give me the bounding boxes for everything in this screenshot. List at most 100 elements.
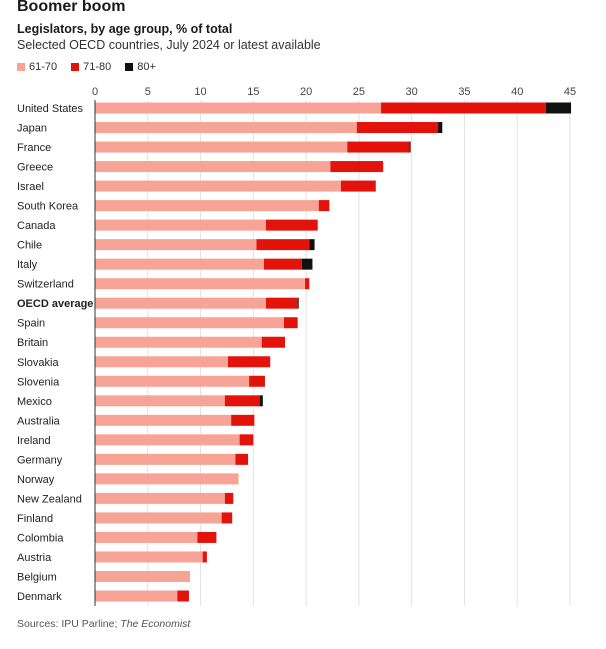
bar-80plus bbox=[409, 141, 411, 153]
category-label: Canada bbox=[17, 220, 56, 232]
category-label: Belgium bbox=[17, 571, 57, 583]
bar-61-70 bbox=[95, 453, 236, 465]
bar-61-70 bbox=[95, 395, 225, 407]
category-label: Japan bbox=[17, 123, 47, 135]
bar-71-80 bbox=[177, 590, 189, 602]
category-label: Finland bbox=[17, 513, 53, 525]
bar-61-70 bbox=[95, 434, 240, 446]
category-label: Slovakia bbox=[17, 357, 59, 369]
bar-61-70 bbox=[95, 141, 348, 153]
chart-subtitle-2: Selected OECD countries, July 2024 or la… bbox=[17, 38, 321, 52]
bar-71-80 bbox=[249, 375, 265, 387]
legend-label: 71-80 bbox=[83, 61, 112, 73]
category-label: Britain bbox=[17, 337, 48, 349]
legend: 61-70 71-80 80+ bbox=[17, 61, 156, 73]
category-label: United States bbox=[17, 103, 84, 115]
bar-71-80 bbox=[224, 395, 260, 407]
bar-61-70 bbox=[95, 414, 232, 426]
bar-71-80 bbox=[330, 161, 384, 173]
bar-61-70 bbox=[95, 180, 341, 192]
bar-61-70 bbox=[95, 239, 257, 251]
bar-61-70 bbox=[95, 492, 225, 504]
bar-61-70 bbox=[95, 161, 331, 173]
bar-61-70 bbox=[95, 570, 190, 582]
bar-61-70 bbox=[95, 102, 382, 114]
bar-71-80 bbox=[197, 531, 217, 543]
category-label: Ireland bbox=[17, 435, 51, 447]
category-label: Italy bbox=[17, 259, 38, 271]
x-tick-label: 25 bbox=[353, 86, 365, 98]
bar-61-70 bbox=[95, 278, 306, 290]
bar-71-80 bbox=[347, 141, 410, 153]
source-note: Sources: IPU Parline; The Economist bbox=[17, 618, 190, 630]
x-tick-label: 20 bbox=[300, 86, 312, 98]
bar-71-80 bbox=[228, 356, 271, 368]
bar-71-80 bbox=[235, 453, 249, 465]
category-label: Spain bbox=[17, 318, 45, 330]
category-label: South Korea bbox=[17, 201, 79, 213]
x-tick-label: 35 bbox=[458, 86, 470, 98]
category-label: Chile bbox=[17, 240, 42, 252]
source-text: Sources: IPU Parline; bbox=[17, 618, 121, 630]
bar-71-80 bbox=[305, 278, 310, 290]
bar-61-70 bbox=[95, 590, 178, 602]
bar-71-80 bbox=[340, 180, 376, 192]
legend-swatch bbox=[125, 63, 134, 71]
category-label: New Zealand bbox=[17, 493, 82, 505]
bar-71-80 bbox=[266, 297, 298, 309]
legend-label: 80+ bbox=[137, 61, 156, 73]
legend-swatch bbox=[17, 63, 25, 71]
bar-71-80 bbox=[318, 200, 330, 212]
category-label: Mexico bbox=[17, 396, 52, 408]
legend-swatch bbox=[71, 63, 80, 71]
bar-61-70 bbox=[95, 551, 203, 563]
bar-80plus bbox=[259, 395, 263, 407]
bar-71-80 bbox=[256, 239, 310, 251]
x-tick-label: 10 bbox=[194, 86, 206, 98]
category-label: OECD average bbox=[17, 298, 93, 310]
bar-80plus bbox=[297, 297, 299, 309]
bar-61-70 bbox=[95, 297, 266, 309]
category-label: Slovenia bbox=[17, 376, 60, 388]
bar-71-80 bbox=[202, 551, 207, 563]
category-label: Germany bbox=[17, 454, 63, 466]
category-label: Australia bbox=[17, 415, 61, 427]
legend-item-80plus: 80+ bbox=[125, 61, 156, 73]
x-tick-label: 15 bbox=[247, 86, 259, 98]
x-tick-label: 40 bbox=[511, 86, 523, 98]
chart-subtitle: Legislators, by age group, % of total bbox=[17, 22, 233, 36]
legend-label: 61-70 bbox=[29, 61, 58, 73]
category-label: Switzerland bbox=[17, 279, 74, 291]
bar-80plus bbox=[545, 102, 572, 114]
x-tick-label: 5 bbox=[145, 86, 151, 98]
bar-61-70 bbox=[95, 356, 228, 368]
bar-61-70 bbox=[95, 473, 239, 485]
bar-61-70 bbox=[95, 200, 319, 212]
bar-61-70 bbox=[95, 219, 266, 231]
category-label: Israel bbox=[17, 181, 44, 193]
bar-61-70 bbox=[95, 512, 222, 524]
bar-71-80 bbox=[261, 336, 285, 348]
category-label: Greece bbox=[17, 162, 53, 174]
bar-80plus bbox=[309, 239, 315, 251]
bar-71-80 bbox=[381, 102, 546, 114]
bar-71-80 bbox=[224, 492, 234, 504]
bar-71-80 bbox=[221, 512, 233, 524]
bar-61-70 bbox=[95, 317, 284, 329]
bar-71-80 bbox=[263, 258, 302, 270]
bar-61-70 bbox=[95, 531, 198, 543]
bar-71-80 bbox=[283, 317, 298, 329]
category-label: Norway bbox=[17, 474, 55, 486]
bar-71-80 bbox=[239, 434, 254, 446]
x-tick-label: 30 bbox=[406, 86, 418, 98]
chart-title: Boomer boom bbox=[17, 0, 126, 15]
bar-80plus bbox=[438, 122, 443, 134]
bar-71-80 bbox=[266, 219, 318, 231]
bar-71-80 bbox=[356, 122, 439, 134]
bar-61-70 bbox=[95, 336, 262, 348]
category-label: Colombia bbox=[17, 532, 64, 544]
category-label: Austria bbox=[17, 552, 52, 564]
category-label: France bbox=[17, 142, 51, 154]
category-label: Denmark bbox=[17, 591, 62, 603]
